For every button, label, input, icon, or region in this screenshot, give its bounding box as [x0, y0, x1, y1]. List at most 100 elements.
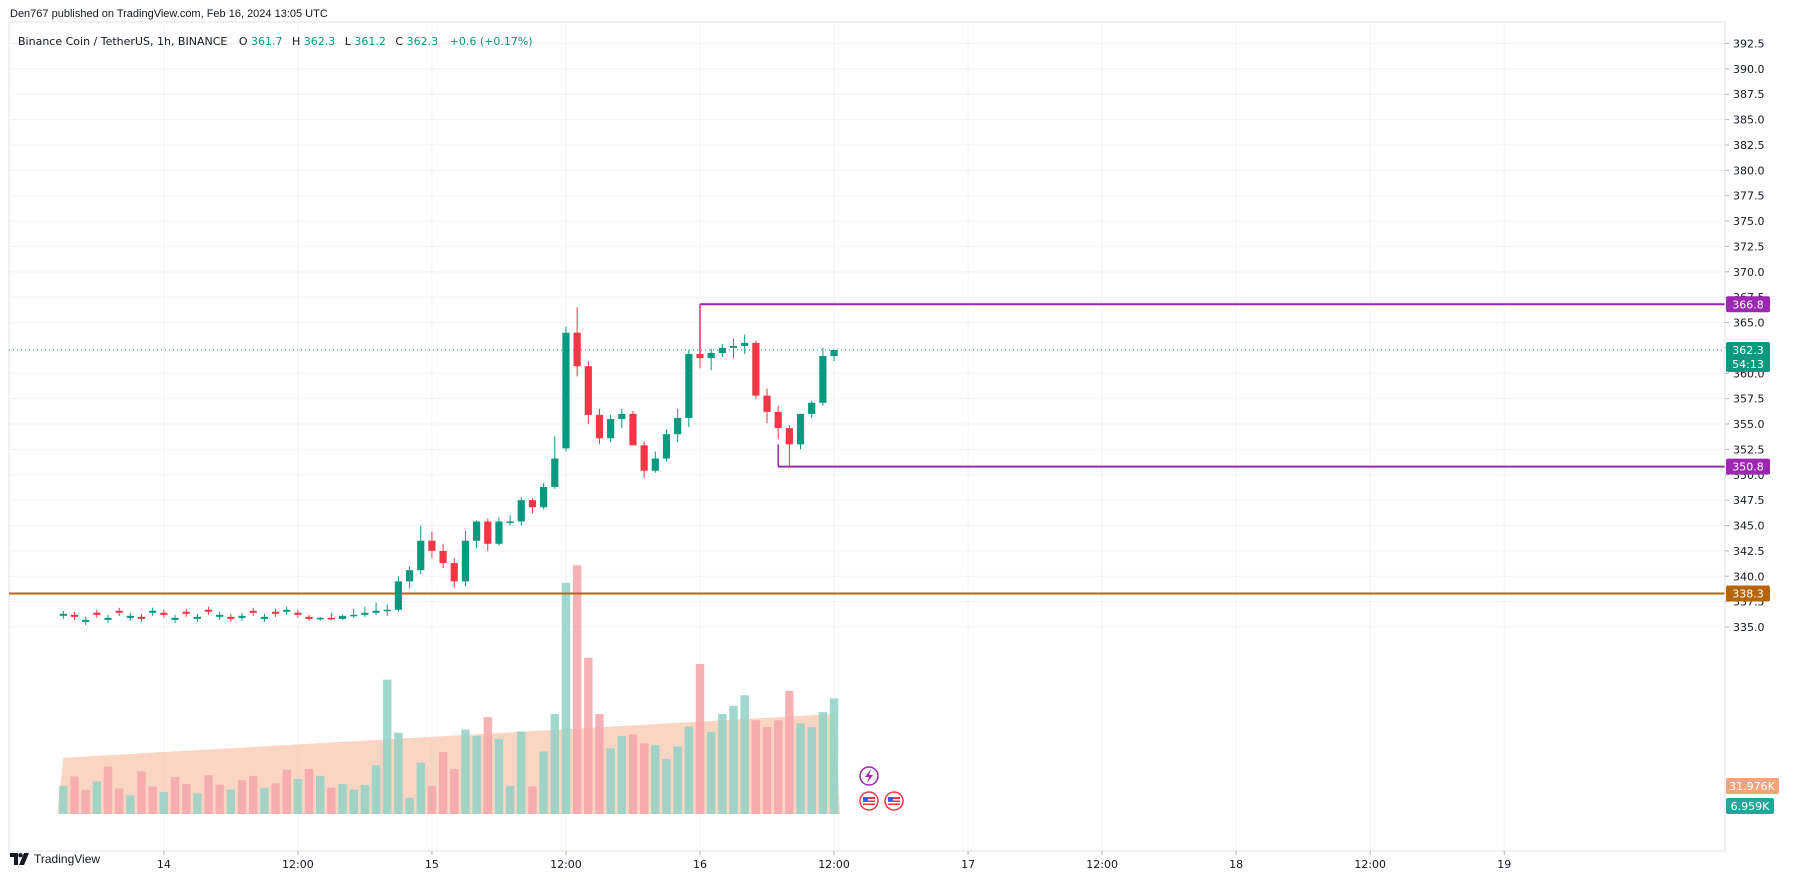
volume-bar: [438, 752, 448, 814]
price-axis[interactable]: 392.5 390.0 387.5 385.0 382.5 380.0 377.5 375.0…: [1725, 38, 1765, 635]
volume-bar: [81, 790, 90, 814]
volume-ma-label-box: [1726, 778, 1779, 794]
candle-body: [573, 332, 581, 367]
volume-bar: [371, 765, 381, 814]
candle-body: [350, 614, 358, 617]
candle-body: [629, 413, 637, 446]
time-tick-label: 12:00: [818, 858, 850, 871]
candle-body: [283, 609, 291, 612]
candle-body: [238, 615, 246, 618]
volume-bar: [818, 712, 828, 814]
volume-bar: [304, 769, 314, 814]
volume-bar: [461, 729, 470, 814]
candle-body: [595, 414, 604, 439]
volume-bar: [349, 789, 358, 814]
candle-body: [294, 612, 302, 615]
us-flag-event-icon[interactable]: [884, 791, 904, 811]
price-label-box: [1726, 296, 1770, 313]
volume-bar: [282, 769, 291, 814]
volume-bar: [595, 714, 604, 814]
volume-bar: [517, 731, 526, 814]
candle-body: [517, 500, 525, 522]
volume-bar: [193, 793, 202, 814]
candle-body: [182, 611, 190, 614]
price-tick-label: 365.0: [1733, 317, 1765, 330]
candle-body: [461, 540, 470, 582]
tradingview-logo-text: TradingView: [34, 852, 101, 866]
candle-body: [640, 445, 648, 471]
candle-body: [126, 615, 134, 618]
horizontal-levels[interactable]: [9, 303, 1725, 595]
us-flag-event-icon[interactable]: [859, 791, 879, 811]
candle-body: [383, 609, 391, 612]
candle-body: [540, 486, 548, 508]
plot-area[interactable]: [8, 21, 1726, 852]
volume-bar: [684, 726, 694, 814]
price-tick-label: 345.0: [1733, 520, 1765, 533]
price-tick-label: 370.0: [1733, 266, 1765, 279]
price-labels: 366.8 350.8 338.3 362.354:13 31.976K 6.959K: [1726, 296, 1779, 814]
price-tick-label: 340.0: [1733, 570, 1765, 583]
volume-bar: [550, 714, 559, 814]
volume-bar: [651, 745, 660, 814]
candle-body: [763, 395, 771, 412]
candle-body: [718, 347, 726, 354]
event-icons[interactable]: [859, 766, 904, 811]
candle-body: [405, 570, 414, 582]
volume-bar: [718, 714, 727, 814]
volume-bar: [271, 783, 280, 814]
legend-low-label: L: [345, 35, 352, 48]
candle-body: [361, 612, 369, 615]
candle-body: [473, 521, 481, 541]
price-tick-label: 352.5: [1733, 443, 1765, 456]
time-axis[interactable]: 14 12:00 15 12:00 16 12:00 17 12:00 18 12:00 19: [157, 851, 1511, 871]
volume-bar: [695, 664, 705, 814]
price-tick-label: 392.5: [1733, 38, 1765, 51]
price-tick-label: 357.5: [1733, 393, 1765, 406]
candle-body: [618, 413, 626, 419]
price-tick-label: 385.0: [1733, 114, 1765, 127]
candle-body: [830, 349, 838, 357]
volume-bar: [148, 786, 157, 814]
candle-body: [495, 521, 503, 544]
volume-bar: [249, 775, 258, 814]
candle-body: [808, 402, 816, 414]
lightning-event-icon[interactable]: [859, 766, 879, 786]
price-label-text: 338.3: [1732, 588, 1764, 601]
candle-body: [82, 619, 90, 622]
candle-body: [417, 540, 425, 571]
price-tick-label: 382.5: [1733, 139, 1765, 152]
legend-open-label: O: [239, 35, 248, 48]
time-tick-label: 16: [693, 858, 707, 871]
tradingview-logo-icon: [10, 853, 29, 865]
volume-bar: [394, 732, 403, 814]
volume-bar: [796, 723, 805, 814]
volume-bar: [505, 785, 515, 814]
candle-body: [551, 458, 559, 487]
volume-bar: [773, 720, 783, 814]
time-tick-label: 12:00: [1354, 858, 1386, 871]
legend-close-label: C: [395, 35, 403, 48]
volume-bar: [706, 732, 716, 814]
volume-bar: [751, 720, 761, 814]
candle-body: [607, 418, 615, 439]
candle-body: [204, 609, 213, 612]
volume-bar: [673, 746, 682, 814]
candle-body: [193, 616, 201, 619]
tradingview-logo[interactable]: TradingView: [10, 852, 100, 866]
candle-body: [562, 332, 570, 449]
chart-legend[interactable]: Binance Coin / TetherUS, 1h, BINANCE O 3…: [18, 35, 533, 48]
price-tick-label: 355.0: [1733, 418, 1765, 431]
legend-open-value: 361.7: [251, 35, 283, 48]
candlesticks[interactable]: [59, 304, 838, 625]
volume-bar: [572, 565, 582, 814]
grid: [9, 22, 1725, 851]
volume-bar: [405, 797, 414, 814]
volume-bar: [92, 781, 102, 814]
candle-body: [171, 617, 179, 620]
candle-body: [819, 356, 827, 403]
volume-bar: [293, 779, 303, 814]
legend-close-value: 362.3: [407, 35, 439, 48]
candle-body: [506, 521, 514, 523]
